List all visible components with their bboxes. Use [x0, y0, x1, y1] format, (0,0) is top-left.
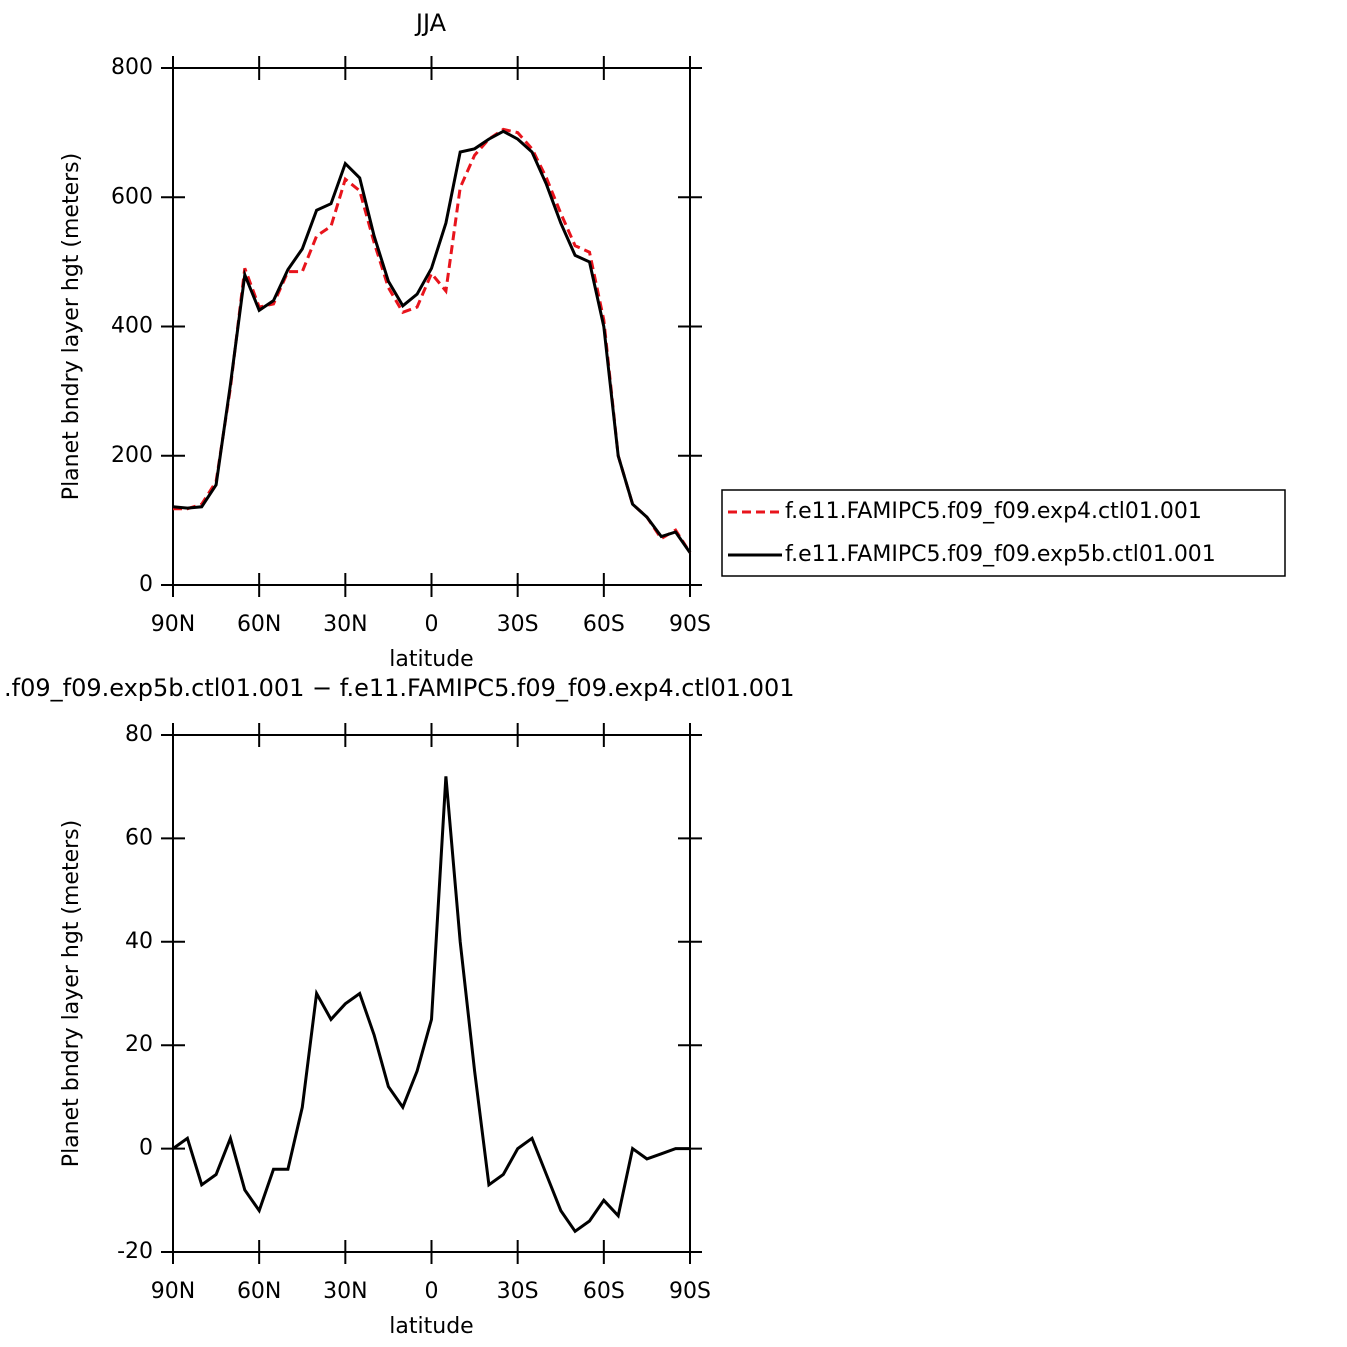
data-line [172, 129, 692, 554]
x-tick-label: 30S [497, 612, 539, 637]
plot-frame [172, 734, 691, 1253]
x-tick-label: 30N [323, 1279, 367, 1304]
x-tick-label: 60N [237, 1279, 281, 1304]
legend-label: f.e11.FAMIPC5.f09_f09.exp5b.ctl01.001 [785, 542, 1216, 567]
x-axis-label: latitude [389, 647, 473, 672]
y-tick-label: 60 [125, 825, 153, 850]
y-tick-label: 800 [111, 55, 153, 80]
y-tick-label: 0 [139, 1136, 153, 1161]
x-tick-label: 60S [583, 1279, 625, 1304]
x-tick-label: 30N [323, 612, 367, 637]
y-tick-label: 80 [125, 722, 153, 747]
x-tick-label: 90N [151, 612, 195, 637]
x-tick-label: 90S [669, 1279, 711, 1304]
y-tick-label: 600 [111, 184, 153, 209]
x-tick-label: 60S [583, 612, 625, 637]
y-tick-label: -20 [117, 1239, 153, 1264]
y-tick-label: 400 [111, 314, 153, 339]
y-tick-label: 0 [139, 572, 153, 597]
legend-label: f.e11.FAMIPC5.f09_f09.exp4.ctl01.001 [785, 499, 1202, 524]
legend-box [721, 489, 1286, 577]
data-line [172, 776, 690, 1234]
x-axis-label: latitude [389, 1314, 473, 1339]
chart-title: JJA [414, 9, 447, 37]
y-axis-label: Planet bndry layer hgt (meters) [59, 153, 84, 500]
x-tick-label: 30S [497, 1279, 539, 1304]
x-tick-label: 60N [237, 612, 281, 637]
x-tick-label: 90N [151, 1279, 195, 1304]
y-tick-label: 20 [125, 1032, 153, 1057]
data-line [173, 127, 692, 554]
x-tick-label: 90S [669, 612, 711, 637]
x-tick-label: 0 [425, 612, 439, 637]
y-tick-label: 40 [125, 929, 153, 954]
x-tick-label: 0 [425, 1279, 439, 1304]
y-tick-label: 200 [111, 443, 153, 468]
y-axis-label: Planet bndry layer hgt (meters) [59, 820, 84, 1167]
plot-frame [172, 67, 691, 586]
chart-title: .f09_f09.exp5b.ctl01.001 − f.e11.FAMIPC5… [4, 674, 795, 702]
